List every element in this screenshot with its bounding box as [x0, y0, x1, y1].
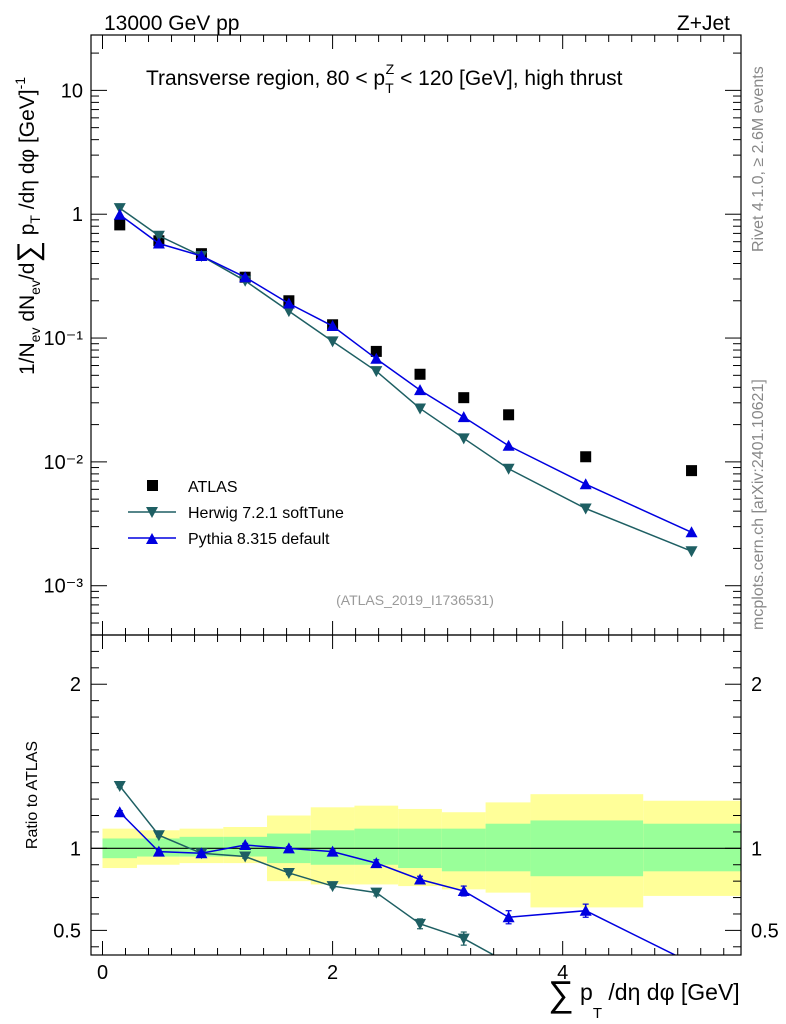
legend: ATLAS Herwig 7.2.1 softTune Pythia 8.315…: [128, 479, 344, 548]
ratio-y-tick-label-right: 0.5: [751, 920, 779, 942]
herwig-point: [685, 546, 698, 558]
main-panel: 10 1 10⁻¹ 10⁻² 10⁻³ Transverse region, 80 < …: [12, 34, 742, 636]
chart-title: Transverse region, 80 < pTZ < 120 [GeV],…: [146, 61, 623, 96]
legend-atlas-label: ATLAS: [188, 479, 238, 496]
ratio-herwig-point: [113, 780, 126, 792]
pythia-point: [152, 237, 165, 249]
ratio-line-0: [119, 785, 496, 955]
legend-herwig-marker: [146, 507, 158, 518]
band-green: [441, 828, 486, 872]
rivet-label: Rivet 4.1.0, ≥ 2.6M events: [750, 66, 767, 252]
main-y-tick-label: 10⁻³: [44, 576, 84, 598]
ratio-pythia-point: [686, 957, 698, 968]
series-line-2: [119, 214, 692, 533]
ratio-y-tick-label-right: 2: [751, 674, 762, 696]
legend-herwig-label: Herwig 7.2.1 softTune: [188, 505, 344, 522]
atlas-point: [414, 368, 426, 380]
herwig-point: [282, 306, 295, 318]
x-tick-label: 2: [327, 962, 338, 984]
atlas-point: [114, 219, 126, 231]
herwig-point: [152, 230, 165, 242]
herwig-point: [113, 203, 126, 215]
atlas-point: [370, 345, 382, 357]
ratio-pythia-point: [457, 885, 470, 896]
ratio-frame: [90, 634, 742, 956]
ratio-y-tick-label: 2: [70, 674, 81, 696]
pythia-point: [282, 297, 295, 309]
ratio-pythia-point: [282, 842, 295, 854]
main-y-tick-label: 10: [61, 80, 83, 102]
main-y-tick-label: 1: [72, 204, 83, 226]
herwig-point: [502, 463, 515, 475]
ratio-pythia-point: [414, 873, 427, 885]
legend-atlas-marker: [147, 480, 158, 491]
x-tick-label: 0: [97, 962, 108, 984]
pythia-point: [579, 478, 592, 490]
series-line-1: [119, 207, 692, 552]
pythia-point: [370, 352, 383, 364]
atlas-point: [503, 409, 515, 421]
atlas-point: [458, 392, 470, 404]
band-green: [485, 823, 531, 872]
atlas-point: [580, 451, 592, 463]
ratio-series-group: [113, 780, 698, 969]
herwig-point: [326, 336, 339, 348]
ratio-herwig-point: [326, 881, 339, 893]
ratio-herwig-point: [282, 867, 295, 879]
mcplots-label: mcplots.cern.ch [arXiv:2401.10621]: [750, 379, 767, 630]
herwig-point: [414, 403, 427, 415]
main-y-tick-label: 10⁻²: [44, 452, 84, 474]
pythia-point: [195, 249, 208, 261]
ratio-herwig-point: [370, 887, 383, 899]
pythia-point: [457, 411, 470, 423]
ratio-pythia-point: [239, 839, 252, 851]
ratio-herwig-point: [457, 933, 470, 945]
ratio-panel: 0.5 0.5 1 1 2 2 0 2 4 Ratio to ATLAS ∑ pT /dη dφ…: [24, 634, 779, 1022]
header-energy: 13000 GeV pp: [104, 12, 239, 35]
ratio-y-tick-label-right: 1: [751, 838, 762, 860]
atlas-point: [686, 465, 698, 477]
ratio-pythia-point: [152, 845, 165, 857]
ratio-bands: [91, 794, 741, 908]
ratio-y-tick-label: 0.5: [53, 920, 81, 942]
ratio-pythia-point: [326, 845, 339, 857]
ratio-pythia-point: [195, 847, 208, 859]
pythia-point: [113, 208, 126, 220]
main-y-tick-label: 10⁻¹: [44, 328, 84, 350]
herwig-point: [370, 366, 383, 378]
ratio-herwig-point: [239, 851, 252, 863]
ratio-y-axis-label: Ratio to ATLAS: [24, 741, 41, 849]
herwig-point: [457, 433, 470, 445]
band-green: [643, 823, 741, 872]
main-y-axis-label: 1/Nev dNev/d∑ pT /dη dφ [GeV]-1: [12, 77, 45, 375]
x-axis-label: ∑ pT /dη dφ [GeV]: [548, 973, 740, 1022]
legend-pythia-marker: [146, 533, 158, 544]
main-ticks: 10 1 10⁻¹ 10⁻² 10⁻³: [44, 35, 741, 636]
ratio-pythia-point: [502, 911, 515, 923]
herwig-point: [579, 503, 592, 515]
ratio-herwig-point: [414, 918, 427, 930]
ratio-line-1: [119, 811, 677, 955]
header-process: Z+Jet: [677, 12, 730, 35]
pythia-point: [414, 384, 427, 396]
legend-pythia-label: Pythia 8.315 default: [188, 531, 330, 548]
ratio-ticks: 0.5 0.5 1 1 2 2 0 2 4: [53, 635, 779, 984]
ratio-y-tick-label: 1: [70, 838, 81, 860]
pythia-point: [502, 439, 515, 451]
ratio-marks: [113, 780, 698, 969]
ratio-pythia-point: [579, 904, 592, 916]
analysis-label: (ATLAS_2019_I1736531): [336, 592, 494, 608]
pythia-point: [239, 271, 252, 283]
main-marks: [113, 203, 698, 558]
ratio-herwig-point: [503, 958, 515, 969]
ratio-pythia-point: [370, 857, 383, 869]
ratio-herwig-point: [152, 830, 165, 842]
pythia-point: [685, 526, 698, 538]
pythia-point: [326, 320, 339, 332]
x-tick-label: 4: [557, 962, 568, 984]
ratio-pythia-point: [113, 806, 126, 818]
